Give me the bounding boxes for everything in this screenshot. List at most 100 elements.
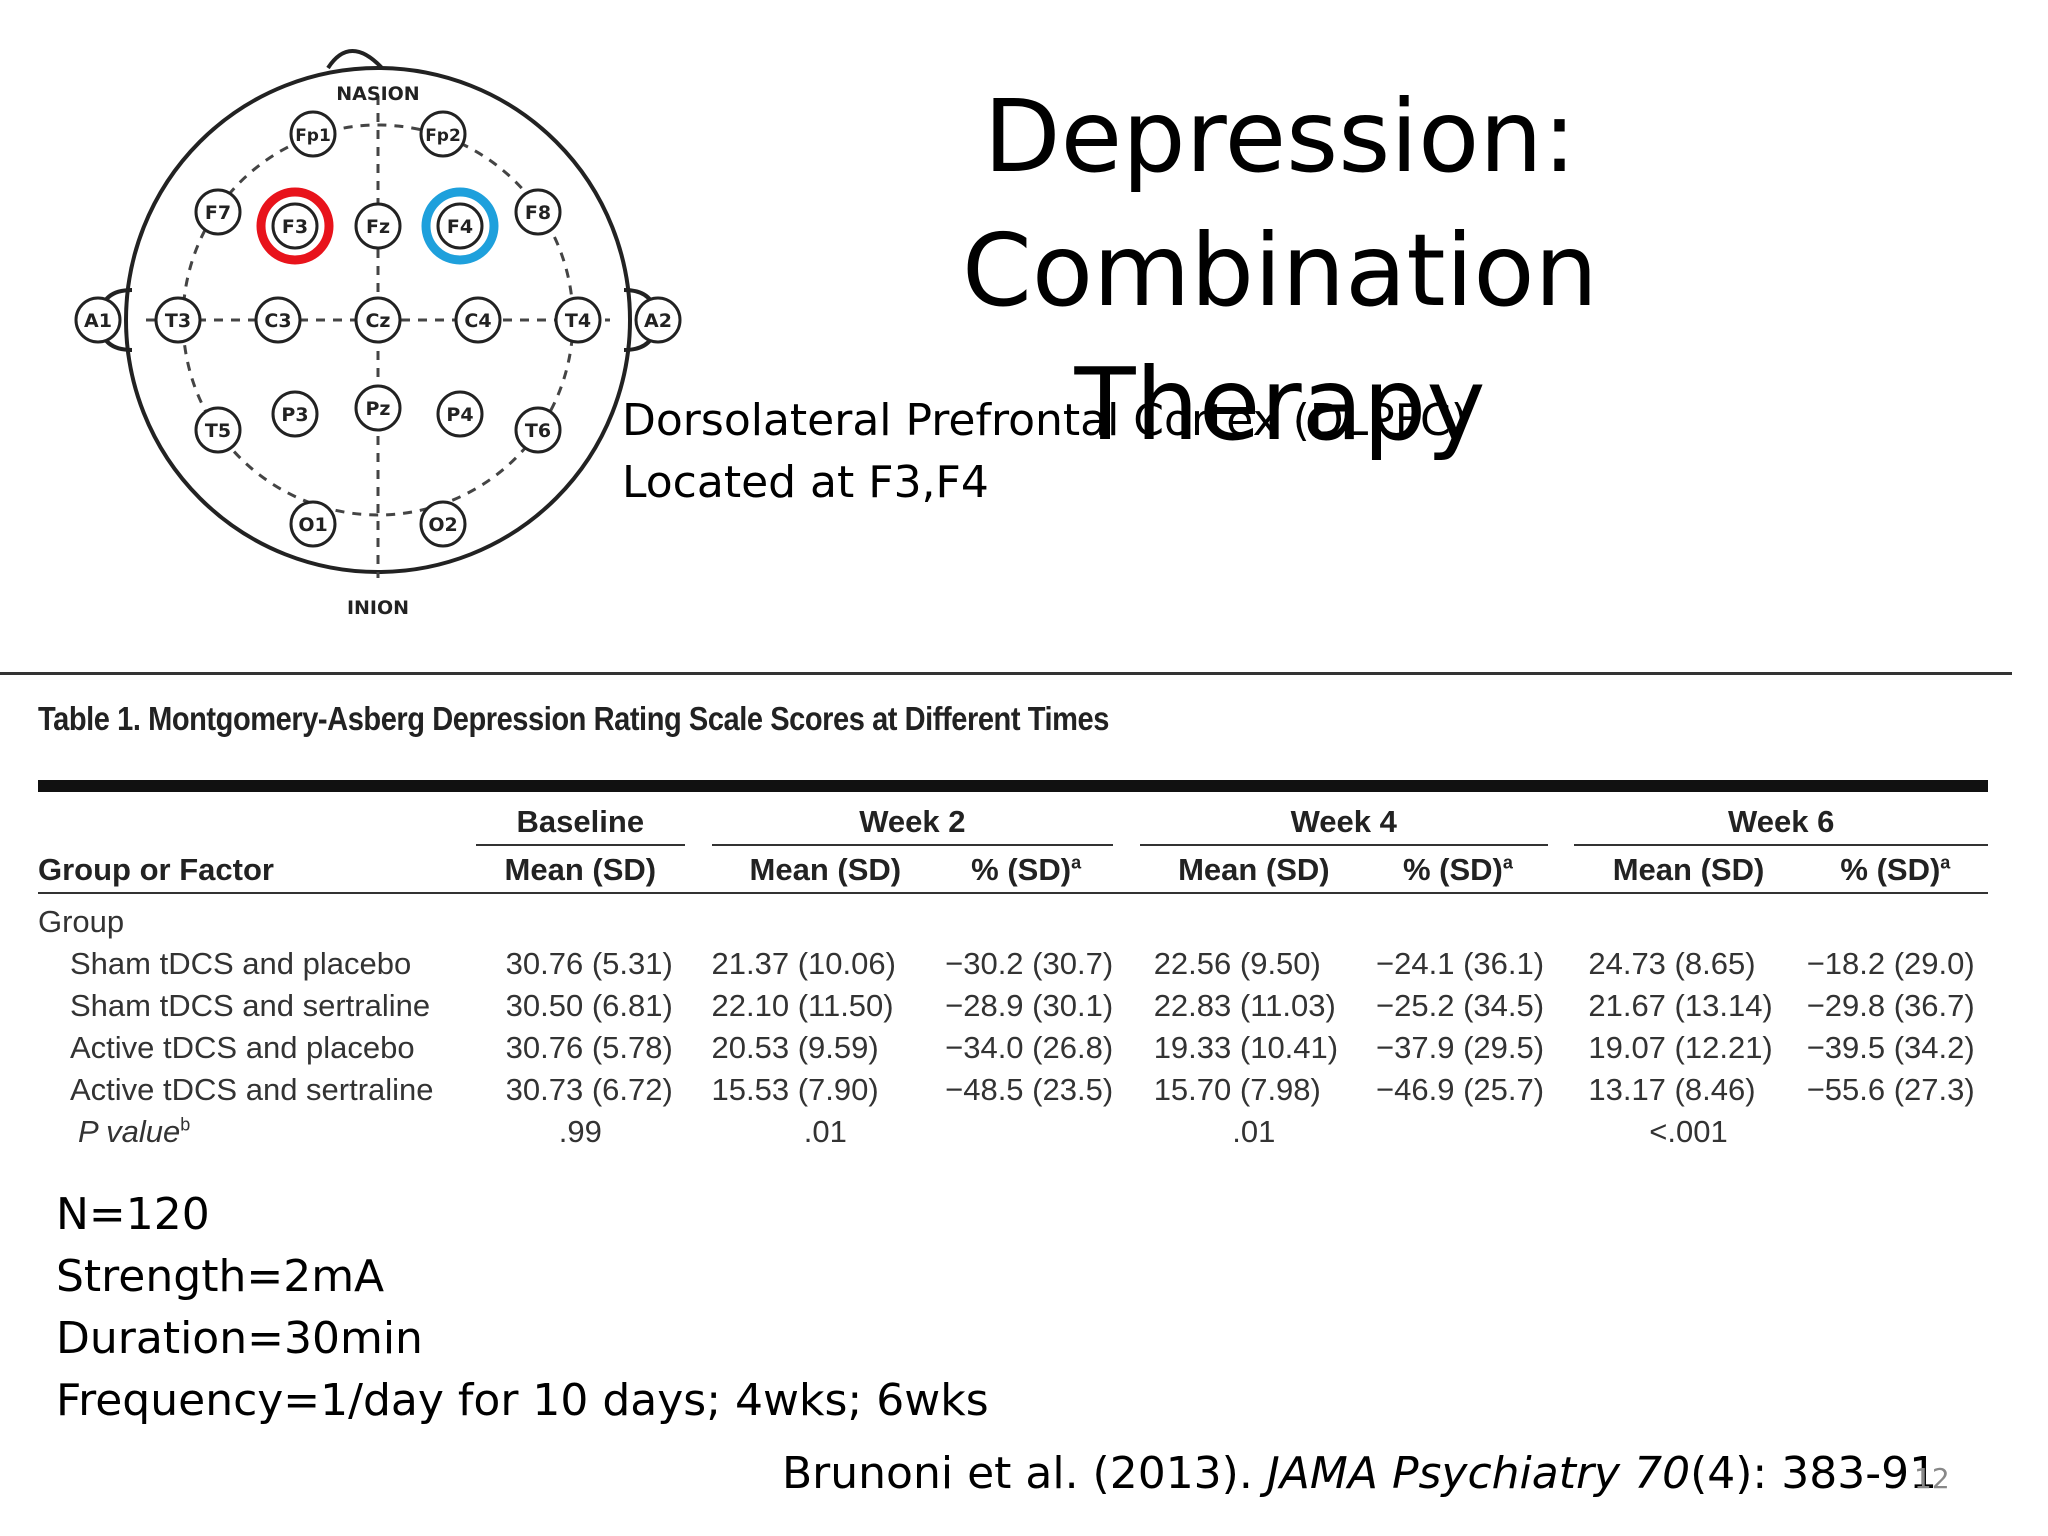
electrode-f4 xyxy=(436,202,484,250)
table-row: Sham tDCS and placebo 30.76 (5.31) 21.37 (… xyxy=(38,943,1988,985)
electrode-label-p4: P4 xyxy=(446,404,473,426)
electrode-o2 xyxy=(419,500,467,548)
table-row: Active tDCS and sertraline 30.73 (6.72) 15… xyxy=(38,1069,1988,1111)
electrode-label-fp1: Fp1 xyxy=(295,126,331,146)
pvalue-label: P valueb xyxy=(78,1114,191,1149)
electrode-label-t5: T5 xyxy=(205,420,231,442)
cell: −46.9 (25.7) xyxy=(1376,1072,1545,1107)
electrode-cz xyxy=(354,296,402,344)
cell: −48.5 (23.5) xyxy=(945,1072,1114,1107)
electrode-f3 xyxy=(271,202,319,250)
electrode-fz xyxy=(354,202,402,250)
note-n: N=120 xyxy=(56,1189,210,1240)
header-week6: Week 6 xyxy=(1574,798,1988,846)
cell: 22.83 (11.03) xyxy=(1153,988,1336,1023)
table-title: Table 1. Montgomery-Asberg Depression Ra… xyxy=(38,700,1109,737)
electrode-label-a1: A1 xyxy=(84,310,112,332)
electrode-f8 xyxy=(514,188,562,236)
pvalue-week4: .01 xyxy=(1232,1114,1276,1149)
inion-label: INION xyxy=(347,597,409,619)
citation: Brunoni et al. (2013). JAMA Psychiatry 7… xyxy=(782,1448,1938,1499)
electrode-group: Fp1 Fp2 F7 F3 Fz F4 F8 A1 T3 C3 Cz C4 T4 A2 T5 P3 Pz P4 T6… xyxy=(74,110,682,548)
cell: 30.76 (5.31) xyxy=(505,946,673,981)
table-row: Sham tDCS and sertraline 30.50 (6.81) 22.1… xyxy=(38,985,1988,1027)
dlpfc-line-2: Located at F3,F4 xyxy=(622,457,989,508)
highlight-ring-f4 xyxy=(421,187,499,265)
cell: 24.73 (8.65) xyxy=(1588,946,1756,981)
header-pct: % (SD)a xyxy=(1802,845,1988,894)
electrode-fp2 xyxy=(419,110,467,158)
header-week4: Week 4 xyxy=(1139,798,1548,846)
electrode-pz xyxy=(354,384,402,432)
header-mean: Mean (SD) xyxy=(1574,845,1803,894)
header-baseline: Baseline xyxy=(475,798,685,846)
electrode-label-t3: T3 xyxy=(165,310,191,332)
cell: 19.33 (10.41) xyxy=(1153,1030,1339,1065)
eeg-10-20-diagram: NASION INION Fp1 Fp2 F7 F3 Fz F4 F8 A1 T3 C3 Cz C4 T… xyxy=(74,49,682,619)
pvalue-baseline: .99 xyxy=(558,1114,602,1149)
table-row: Active tDCS and placebo 30.76 (5.78) 20.53… xyxy=(38,1027,1988,1069)
cell: −34.0 (26.8) xyxy=(945,1030,1114,1065)
header-mean: Mean (SD) xyxy=(1139,845,1369,894)
cell: 19.07 (12.21) xyxy=(1588,1030,1773,1065)
cell: 22.56 (9.50) xyxy=(1153,946,1321,981)
electrode-f7 xyxy=(194,188,242,236)
electrode-label-p3: P3 xyxy=(281,404,308,426)
electrode-p4 xyxy=(436,390,484,438)
cell: 30.73 (6.72) xyxy=(505,1072,673,1107)
note-frequency: Frequency=1/day for 10 days; 4wks; 6wks xyxy=(56,1375,989,1426)
slide-title: Depression: Combination Therapy xyxy=(650,70,1910,472)
cell: 15.53 (7.90) xyxy=(711,1072,879,1107)
table-top-rule xyxy=(38,780,1988,792)
cell: −28.9 (30.1) xyxy=(945,988,1114,1023)
electrode-label-cz: Cz xyxy=(365,310,390,332)
electrode-label-fp2: Fp2 xyxy=(425,126,461,146)
electrode-label-pz: Pz xyxy=(366,398,391,420)
row-label: Sham tDCS and placebo xyxy=(70,946,412,981)
table-body: Sham tDCS and placebo 30.76 (5.31) 21.37 (… xyxy=(38,943,1988,1111)
electrode-t4 xyxy=(554,296,602,344)
cell: 30.76 (5.78) xyxy=(505,1030,673,1065)
cell: 15.70 (7.98) xyxy=(1153,1072,1321,1107)
header-pct: % (SD)a xyxy=(939,845,1114,894)
electrode-label-t6: T6 xyxy=(525,420,551,442)
electrode-o1 xyxy=(289,500,337,548)
pvalue-week6: <.001 xyxy=(1649,1114,1728,1149)
electrode-t6 xyxy=(514,406,562,454)
divider-line xyxy=(0,672,2012,675)
header-pct: % (SD)a xyxy=(1368,845,1548,894)
header-group-factor: Group or Factor xyxy=(38,845,476,894)
cell: 20.53 (9.59) xyxy=(711,1030,879,1065)
citation-journal: JAMA Psychiatry 70 xyxy=(1266,1448,1691,1499)
header-week2: Week 2 xyxy=(711,798,1114,846)
cell: −55.6 (27.3) xyxy=(1806,1072,1975,1107)
electrode-c3 xyxy=(254,296,302,344)
cell: −18.2 (29.0) xyxy=(1806,946,1975,981)
electrode-label-f7: F7 xyxy=(205,202,231,224)
dlpfc-line-1: Dorsolateral Prefrontal Cortex (DLPFC) xyxy=(622,395,1468,446)
electrode-label-t4: T4 xyxy=(565,310,591,332)
electrode-a2 xyxy=(634,296,682,344)
electrode-label-c4: C4 xyxy=(464,310,491,332)
electrode-label-f3: F3 xyxy=(282,216,308,238)
electrode-a1 xyxy=(74,296,122,344)
slide-number: 12 xyxy=(1914,1462,1950,1495)
nose-outline xyxy=(326,49,384,70)
cell: −29.8 (36.7) xyxy=(1806,988,1975,1023)
title-line-2: Therapy xyxy=(1074,346,1486,463)
electrode-p3 xyxy=(271,390,319,438)
cell: −24.1 (36.1) xyxy=(1376,946,1545,981)
cell: −30.2 (30.7) xyxy=(945,946,1114,981)
note-strength: Strength=2mA xyxy=(56,1251,385,1302)
electrode-t5 xyxy=(194,406,242,454)
header-mean: Mean (SD) xyxy=(711,845,940,894)
cell: 13.17 (8.46) xyxy=(1588,1072,1756,1107)
highlight-ring-f3 xyxy=(256,187,334,265)
cell: 30.50 (6.81) xyxy=(505,988,673,1023)
cell: −39.5 (34.2) xyxy=(1806,1030,1975,1065)
title-line-1: Depression: Combination xyxy=(962,78,1598,329)
electrode-label-fz: Fz xyxy=(366,216,390,238)
madrs-table-figure: Table 1. Montgomery-Asberg Depression Ra… xyxy=(38,700,1988,1153)
electrode-label-c3: C3 xyxy=(264,310,291,332)
electrode-fp1 xyxy=(289,110,337,158)
